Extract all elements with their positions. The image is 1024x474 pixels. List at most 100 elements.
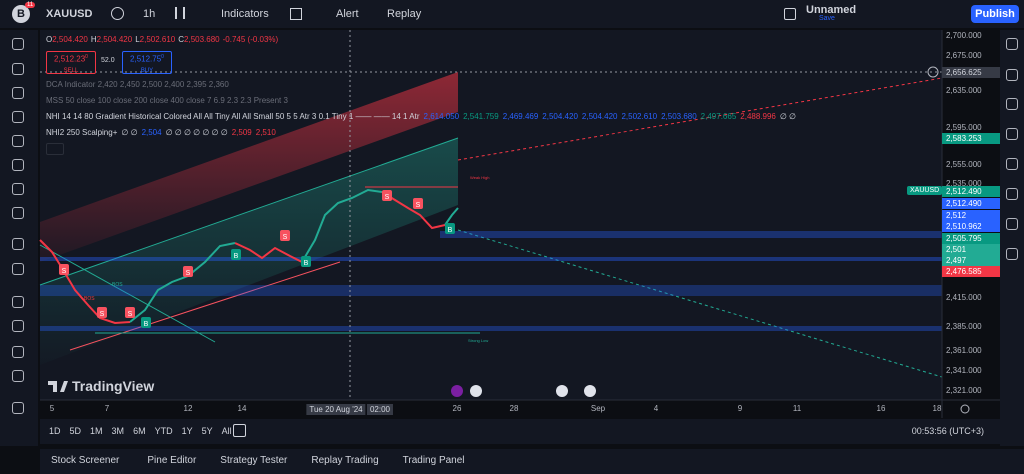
chart-type-button[interactable] [175, 7, 185, 19]
range-button[interactable]: 1D [49, 426, 61, 436]
tool-icon[interactable] [12, 183, 24, 195]
tool-icon[interactable] [12, 370, 24, 382]
watermark-logo [48, 381, 68, 392]
indicator-row[interactable]: DCA Indicator 2,420 2,450 2,500 2,400 2,… [46, 80, 233, 89]
layout-name[interactable]: Unnamed [806, 4, 857, 16]
indicator-value: 2,541.759 [463, 112, 499, 121]
event-icon [470, 385, 482, 397]
signal-label: B [234, 253, 239, 260]
indicator-row[interactable]: NHI 14 14 80 Gradient Historical Colored… [46, 112, 800, 121]
range-button[interactable]: 1M [90, 426, 103, 436]
bottom-tab[interactable]: Strategy Tester [220, 455, 288, 466]
indicator-value: 2,510 [255, 128, 276, 137]
bottom-tab[interactable]: Pine Editor [147, 455, 197, 466]
time-label: 4 [653, 404, 659, 413]
price-label: 2,361.000 [946, 346, 982, 355]
range-button[interactable]: 1Y [181, 426, 193, 436]
sidebar-icon[interactable] [1006, 69, 1018, 81]
tool-icon[interactable] [12, 38, 24, 50]
tool-icon[interactable] [12, 111, 24, 123]
symbol-search[interactable]: XAUUSD [46, 8, 93, 20]
goto-date-button[interactable] [233, 424, 246, 437]
sell-button[interactable]: 2,512.230 SELL [46, 51, 96, 74]
templates-button[interactable] [290, 8, 302, 20]
bottom-tab[interactable]: Replay Trading [311, 455, 379, 466]
range-button[interactable]: 6M [133, 426, 146, 436]
tool-icon[interactable] [12, 238, 24, 250]
indicator-value: 2,488.996 [740, 112, 776, 121]
collapse-button[interactable] [46, 143, 64, 155]
projection-line [457, 77, 943, 161]
tool-icon[interactable] [12, 87, 24, 99]
tool-icon[interactable] [12, 263, 24, 275]
sidebar-icon[interactable] [1006, 128, 1018, 140]
interval[interactable]: 1h [143, 8, 156, 20]
range-button[interactable]: 3M [111, 426, 125, 436]
range-buttons: 1D 5D 1M 3M 6M YTD 1Y 5Y All [49, 426, 241, 436]
range-bar: 1D 5D 1M 3M 6M YTD 1Y 5Y All 00:53:56 (UTC+3) [40, 419, 1000, 444]
bottom-panel: Stock Screener Pine Editor Strategy Tester… [40, 449, 1024, 474]
indicator-value: 2,509 [231, 128, 252, 137]
publish-button[interactable]: Publish [971, 5, 1019, 23]
ohlc-key: L [135, 35, 140, 44]
add-button[interactable] [927, 66, 939, 78]
buy-label: BUY [140, 67, 154, 74]
signal-marker [445, 223, 455, 234]
event-icon [451, 385, 463, 397]
save-state[interactable]: Save [819, 15, 835, 22]
tool-icon[interactable] [12, 402, 24, 414]
sidebar-icon[interactable] [1006, 188, 1018, 200]
avatar[interactable]: B [12, 5, 30, 23]
indicators-button[interactable]: Indicators [221, 8, 269, 20]
settings-icon[interactable] [960, 404, 970, 414]
buy-button[interactable]: 2,512.750 BUY [122, 51, 172, 74]
indicator-name: NHI 14 14 80 Gradient Historical Colored… [46, 112, 420, 121]
clock[interactable]: 00:53:56 (UTC+3) [911, 426, 984, 436]
signal-marker [141, 317, 151, 328]
top-toolbar: B 11 XAUUSD 1h Indicators Alert Replay U… [0, 0, 1024, 28]
signal-marker [301, 256, 311, 267]
price-label: 2,341.000 [946, 366, 982, 375]
signal-label: S [186, 270, 191, 277]
alert-button[interactable]: Alert [336, 8, 359, 20]
indicator-value: 2,469.469 [502, 112, 539, 121]
sidebar-icon[interactable] [1006, 218, 1018, 230]
bottom-tab[interactable]: Stock Screener [51, 455, 120, 466]
compare-button[interactable] [111, 7, 124, 20]
ohlc-value: 2,504.420 [96, 35, 133, 44]
tool-icon[interactable] [12, 159, 24, 171]
bottom-tab[interactable]: Trading Panel [402, 455, 465, 466]
signal-marker [280, 230, 290, 241]
time-label: Sep [590, 404, 606, 413]
indicator-value: 2,504.420 [581, 112, 618, 121]
indicator-row[interactable]: MSS 50 close 100 close 200 close 400 clo… [46, 96, 292, 105]
tool-icon[interactable] [12, 63, 24, 75]
range-button[interactable]: 5Y [201, 426, 213, 436]
tool-icon[interactable] [12, 207, 24, 219]
tool-icon[interactable] [12, 296, 24, 308]
range-button[interactable]: 5D [69, 426, 82, 436]
time-label: 7 [104, 404, 110, 413]
signal-marker [125, 307, 135, 318]
sidebar-icon[interactable] [1006, 248, 1018, 260]
signal-label: B [304, 260, 309, 267]
tool-icon[interactable] [12, 135, 24, 147]
tool-icon[interactable] [12, 320, 24, 332]
price-line [39, 239, 131, 325]
price-label: 2,321.000 [946, 386, 982, 395]
signal-label: S [385, 194, 390, 201]
ohlc-value: 2,503.680 [184, 35, 220, 44]
sidebar-icon[interactable] [1006, 98, 1018, 110]
sidebar-icon[interactable] [1006, 38, 1018, 50]
indicator-row[interactable]: NHI2 250 Scalping+ ∅ ∅ 2,504 ∅ ∅ ∅ ∅ ∅ ∅ ∅ 2… [46, 128, 280, 137]
tool-icon[interactable] [12, 346, 24, 358]
range-button[interactable]: All [221, 426, 232, 436]
price-label: 2,635.000 [946, 86, 982, 95]
sidebar-icon[interactable] [1006, 158, 1018, 170]
indicator-name: DCA Indicator 2,420 2,450 2,500 2,400 2,… [46, 80, 229, 89]
layout-icon[interactable] [784, 8, 796, 20]
ohlc-value: 2,502.610 [139, 35, 176, 44]
replay-button[interactable]: Replay [387, 8, 422, 20]
range-button[interactable]: YTD [154, 426, 173, 436]
price-line [129, 242, 236, 323]
